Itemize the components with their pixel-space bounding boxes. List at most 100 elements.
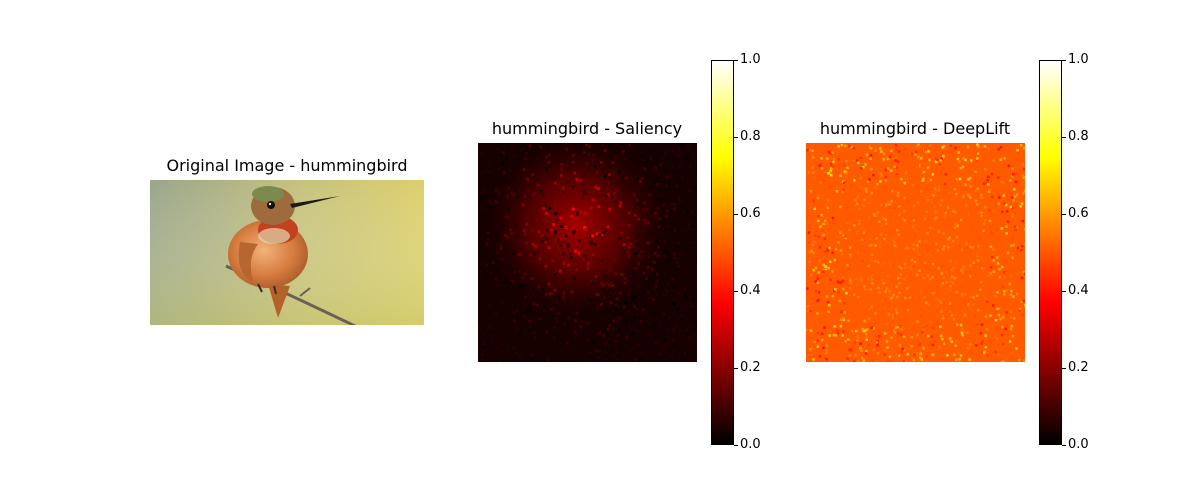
saliency-pixel xyxy=(607,283,611,287)
saliency-pixel xyxy=(686,158,690,162)
deeplift-pixel xyxy=(959,354,963,357)
saliency-pixel xyxy=(562,295,566,299)
deeplift-pixel xyxy=(832,333,836,337)
saliency-pixel xyxy=(669,331,673,335)
saliency-pixel xyxy=(484,273,488,277)
saliency-pixel xyxy=(615,315,619,319)
deeplift-pixel xyxy=(896,160,900,163)
deeplift-pixel xyxy=(852,293,856,297)
deeplift-pixel xyxy=(935,216,939,220)
saliency-pixel xyxy=(691,244,695,248)
deeplift-pixel xyxy=(886,346,889,349)
saliency-pixel xyxy=(607,328,610,332)
saliency-pixel xyxy=(547,246,551,249)
saliency-pixel xyxy=(601,230,605,234)
saliency-pixel xyxy=(623,281,627,285)
saliency-pixel xyxy=(677,196,681,200)
saliency-pixel xyxy=(616,320,620,324)
saliency-pixel xyxy=(591,253,595,257)
deeplift-pixel xyxy=(806,309,809,312)
deeplift-pixel xyxy=(961,267,965,271)
saliency-pixel xyxy=(555,300,559,304)
saliency-heatmap xyxy=(478,143,697,362)
saliency-pixel xyxy=(601,345,605,349)
saliency-pixel xyxy=(618,204,622,208)
deeplift-pixel xyxy=(885,239,888,243)
deeplift-pixel xyxy=(976,187,980,190)
saliency-pixel xyxy=(662,203,666,207)
deeplift-pixel xyxy=(848,228,851,232)
saliency-pixel xyxy=(533,251,537,255)
saliency-pixel xyxy=(656,240,660,244)
saliency-pixel xyxy=(480,229,484,233)
saliency-pixel xyxy=(587,297,591,301)
saliency-pixel xyxy=(612,354,616,358)
saliency-pixel xyxy=(625,335,629,339)
deeplift-pixel xyxy=(903,181,907,185)
deeplift-pixel xyxy=(816,277,819,280)
deeplift-pixel xyxy=(966,145,970,149)
deeplift-title: hummingbird - DeepLift xyxy=(819,119,1011,138)
deeplift-pixel xyxy=(949,285,953,288)
saliency-pixel xyxy=(608,145,612,149)
deeplift-pixel xyxy=(924,148,927,152)
deeplift-pixel xyxy=(903,262,907,266)
saliency-pixel xyxy=(570,214,574,218)
deeplift-pixel xyxy=(950,197,953,200)
saliency-pixel xyxy=(696,187,697,191)
saliency-pixel xyxy=(547,282,551,286)
deeplift-pixel xyxy=(858,185,861,188)
deeplift-pixel xyxy=(846,359,849,362)
saliency-pixel xyxy=(687,263,691,266)
saliency-pixel xyxy=(632,357,636,361)
saliency-pixel xyxy=(667,316,671,320)
deeplift-pixel xyxy=(811,276,815,280)
saliency-title: hummingbird - Saliency xyxy=(491,119,683,138)
saliency-pixel xyxy=(522,301,526,305)
saliency-pixel xyxy=(522,150,526,154)
saliency-pixel xyxy=(640,147,644,151)
saliency-pixel xyxy=(692,224,696,228)
saliency-pixel xyxy=(678,342,682,346)
deeplift-pixel xyxy=(851,160,855,163)
saliency-pixel xyxy=(664,214,668,218)
deeplift-pixel xyxy=(941,316,945,320)
deeplift-pixel xyxy=(916,250,919,254)
deeplift-pixel xyxy=(889,359,892,362)
saliency-pixel xyxy=(511,247,515,251)
saliency-pixel xyxy=(609,268,613,272)
deeplift-pixel xyxy=(846,339,850,343)
deeplift-pixel xyxy=(912,184,915,187)
deeplift-pixel xyxy=(950,275,954,278)
saliency-pixel xyxy=(605,354,608,358)
deeplift-pixel xyxy=(807,231,811,234)
saliency-pixel xyxy=(498,360,502,362)
deeplift-pixel xyxy=(817,219,820,223)
saliency-pixel xyxy=(631,332,635,336)
saliency-pixel xyxy=(614,339,618,343)
deeplift-pixel xyxy=(863,198,866,201)
deeplift-pixel xyxy=(978,237,982,241)
saliency-pixel xyxy=(537,230,541,234)
deeplift-pixel xyxy=(855,329,858,333)
saliency-pixel xyxy=(487,322,491,326)
deeplift-pixel xyxy=(1022,164,1025,167)
deeplift-pixel xyxy=(868,178,871,181)
deeplift-pixel xyxy=(868,145,872,148)
saliency-pixel xyxy=(686,210,690,214)
deeplift-pixel xyxy=(871,282,874,285)
saliency-pixel xyxy=(687,334,691,338)
deeplift-pixel xyxy=(869,146,873,150)
deeplift-pixel xyxy=(827,303,831,307)
deeplift-pixel xyxy=(946,354,949,357)
deeplift-pixel xyxy=(891,285,895,289)
saliency-pixel xyxy=(511,147,515,151)
saliency-pixel xyxy=(562,240,566,244)
saliency-pixel xyxy=(588,228,592,232)
deeplift-pixel xyxy=(964,226,968,229)
saliency-pixel xyxy=(514,158,518,162)
deeplift-pixel xyxy=(877,261,880,264)
saliency-pixel xyxy=(695,151,697,155)
deeplift-pixel xyxy=(864,187,868,190)
deeplift-pixel xyxy=(990,317,993,321)
